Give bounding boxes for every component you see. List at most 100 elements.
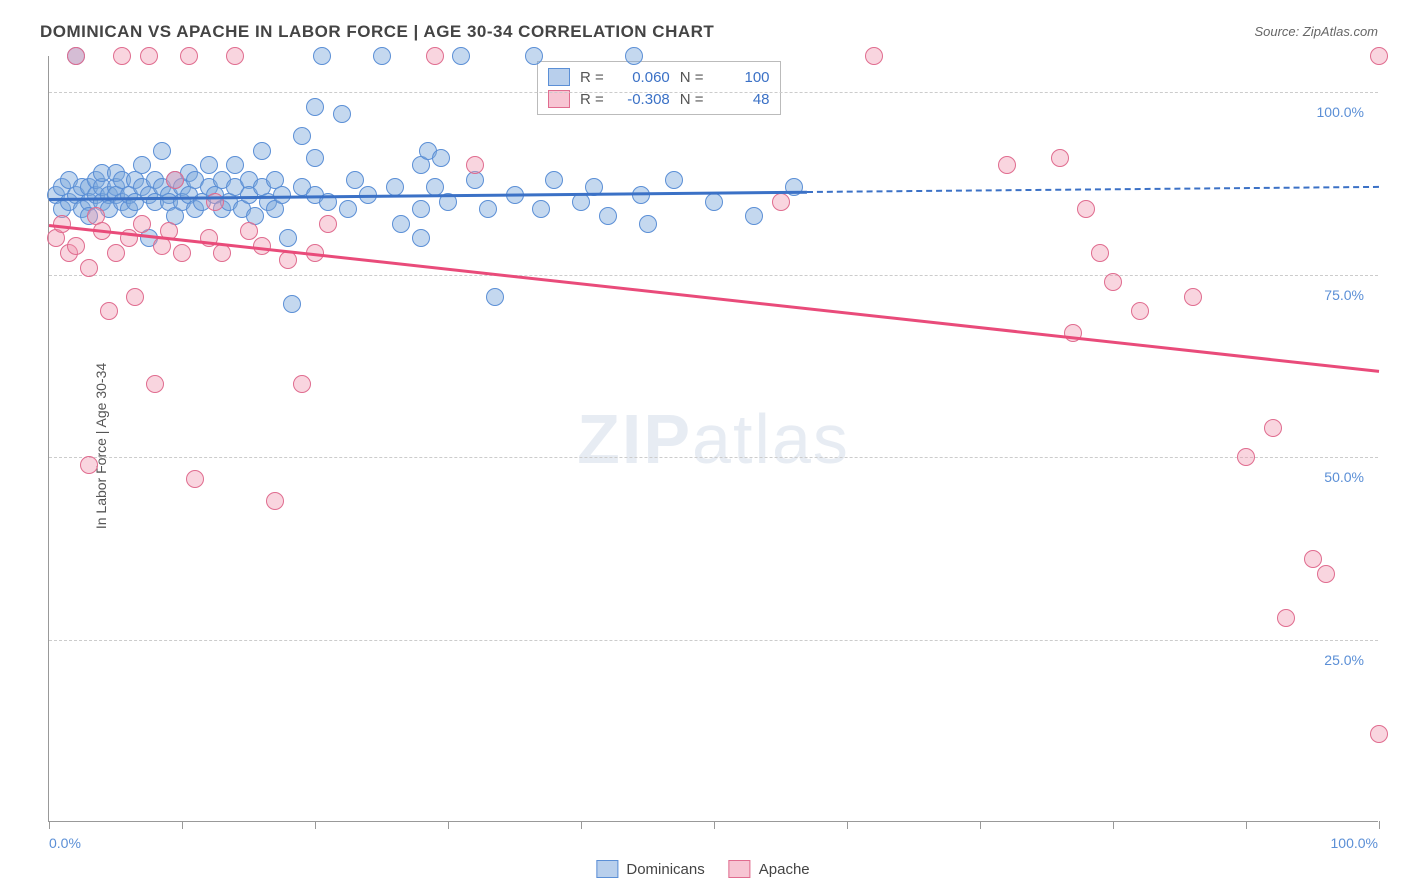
x-tick bbox=[49, 821, 50, 829]
x-tick bbox=[581, 821, 582, 829]
data-point bbox=[1237, 448, 1255, 466]
data-point bbox=[599, 207, 617, 225]
swatch-pink bbox=[729, 860, 751, 878]
data-point bbox=[186, 470, 204, 488]
data-point bbox=[998, 156, 1016, 174]
legend-item-apache: Apache bbox=[729, 860, 810, 878]
source-label: Source: ZipAtlas.com bbox=[1254, 24, 1378, 39]
data-point bbox=[180, 47, 198, 65]
data-point bbox=[313, 47, 331, 65]
scatter-plot: ZIPatlas R =0.060 N =100 R =-0.308 N =48… bbox=[48, 56, 1378, 822]
data-point bbox=[1131, 302, 1149, 320]
data-point bbox=[283, 295, 301, 313]
data-point bbox=[67, 237, 85, 255]
x-tick bbox=[448, 821, 449, 829]
data-point bbox=[226, 47, 244, 65]
data-point bbox=[479, 200, 497, 218]
data-point bbox=[273, 186, 291, 204]
y-tick-label: 25.0% bbox=[1324, 652, 1364, 668]
x-label-left: 0.0% bbox=[49, 835, 81, 851]
y-tick-label: 75.0% bbox=[1324, 287, 1364, 303]
x-tick bbox=[1113, 821, 1114, 829]
x-tick bbox=[315, 821, 316, 829]
data-point bbox=[772, 193, 790, 211]
data-point bbox=[373, 47, 391, 65]
data-point bbox=[133, 215, 151, 233]
x-tick bbox=[714, 821, 715, 829]
data-point bbox=[100, 302, 118, 320]
y-tick-label: 50.0% bbox=[1324, 469, 1364, 485]
data-point bbox=[392, 215, 410, 233]
gridline bbox=[49, 457, 1378, 458]
data-point bbox=[1304, 550, 1322, 568]
x-tick bbox=[182, 821, 183, 829]
data-point bbox=[80, 456, 98, 474]
data-point bbox=[133, 156, 151, 174]
data-point bbox=[319, 215, 337, 233]
data-point bbox=[266, 492, 284, 510]
x-tick bbox=[1379, 821, 1380, 829]
data-point bbox=[240, 222, 258, 240]
data-point bbox=[1104, 273, 1122, 291]
data-point bbox=[745, 207, 763, 225]
gridline bbox=[49, 275, 1378, 276]
stats-legend: R =0.060 N =100 R =-0.308 N =48 bbox=[537, 61, 781, 115]
data-point bbox=[486, 288, 504, 306]
data-point bbox=[1317, 565, 1335, 583]
data-point bbox=[1277, 609, 1295, 627]
data-point bbox=[113, 47, 131, 65]
data-point bbox=[1370, 47, 1388, 65]
data-point bbox=[452, 47, 470, 65]
trend-line bbox=[807, 186, 1379, 193]
data-point bbox=[865, 47, 883, 65]
data-point bbox=[665, 171, 683, 189]
data-point bbox=[173, 244, 191, 262]
data-point bbox=[166, 171, 184, 189]
x-tick bbox=[1246, 821, 1247, 829]
data-point bbox=[1264, 419, 1282, 437]
chart-title: DOMINICAN VS APACHE IN LABOR FORCE | AGE… bbox=[40, 22, 714, 42]
swatch-blue bbox=[596, 860, 618, 878]
data-point bbox=[140, 47, 158, 65]
swatch-blue bbox=[548, 68, 570, 86]
data-point bbox=[200, 156, 218, 174]
data-point bbox=[253, 142, 271, 160]
y-tick-label: 100.0% bbox=[1317, 104, 1364, 120]
data-point bbox=[279, 229, 297, 247]
data-point bbox=[412, 200, 430, 218]
data-point bbox=[412, 229, 430, 247]
series-legend: Dominicans Apache bbox=[596, 860, 809, 878]
data-point bbox=[346, 171, 364, 189]
data-point bbox=[545, 171, 563, 189]
data-point bbox=[306, 149, 324, 167]
data-point bbox=[333, 105, 351, 123]
data-point bbox=[126, 288, 144, 306]
data-point bbox=[339, 200, 357, 218]
data-point bbox=[532, 200, 550, 218]
data-point bbox=[466, 156, 484, 174]
x-tick bbox=[980, 821, 981, 829]
data-point bbox=[1370, 725, 1388, 743]
data-point bbox=[426, 47, 444, 65]
data-point bbox=[107, 244, 125, 262]
data-point bbox=[67, 47, 85, 65]
stats-row-dominicans: R =0.060 N =100 bbox=[548, 66, 770, 88]
data-point bbox=[625, 47, 643, 65]
data-point bbox=[525, 47, 543, 65]
data-point bbox=[293, 127, 311, 145]
data-point bbox=[639, 215, 657, 233]
gridline bbox=[49, 92, 1378, 93]
data-point bbox=[1077, 200, 1095, 218]
data-point bbox=[705, 193, 723, 211]
data-point bbox=[153, 142, 171, 160]
data-point bbox=[293, 375, 311, 393]
data-point bbox=[1091, 244, 1109, 262]
data-point bbox=[146, 375, 164, 393]
legend-item-dominicans: Dominicans bbox=[596, 860, 704, 878]
data-point bbox=[432, 149, 450, 167]
data-point bbox=[1184, 288, 1202, 306]
data-point bbox=[226, 156, 244, 174]
x-tick bbox=[847, 821, 848, 829]
x-label-right: 100.0% bbox=[1331, 835, 1378, 851]
data-point bbox=[1051, 149, 1069, 167]
